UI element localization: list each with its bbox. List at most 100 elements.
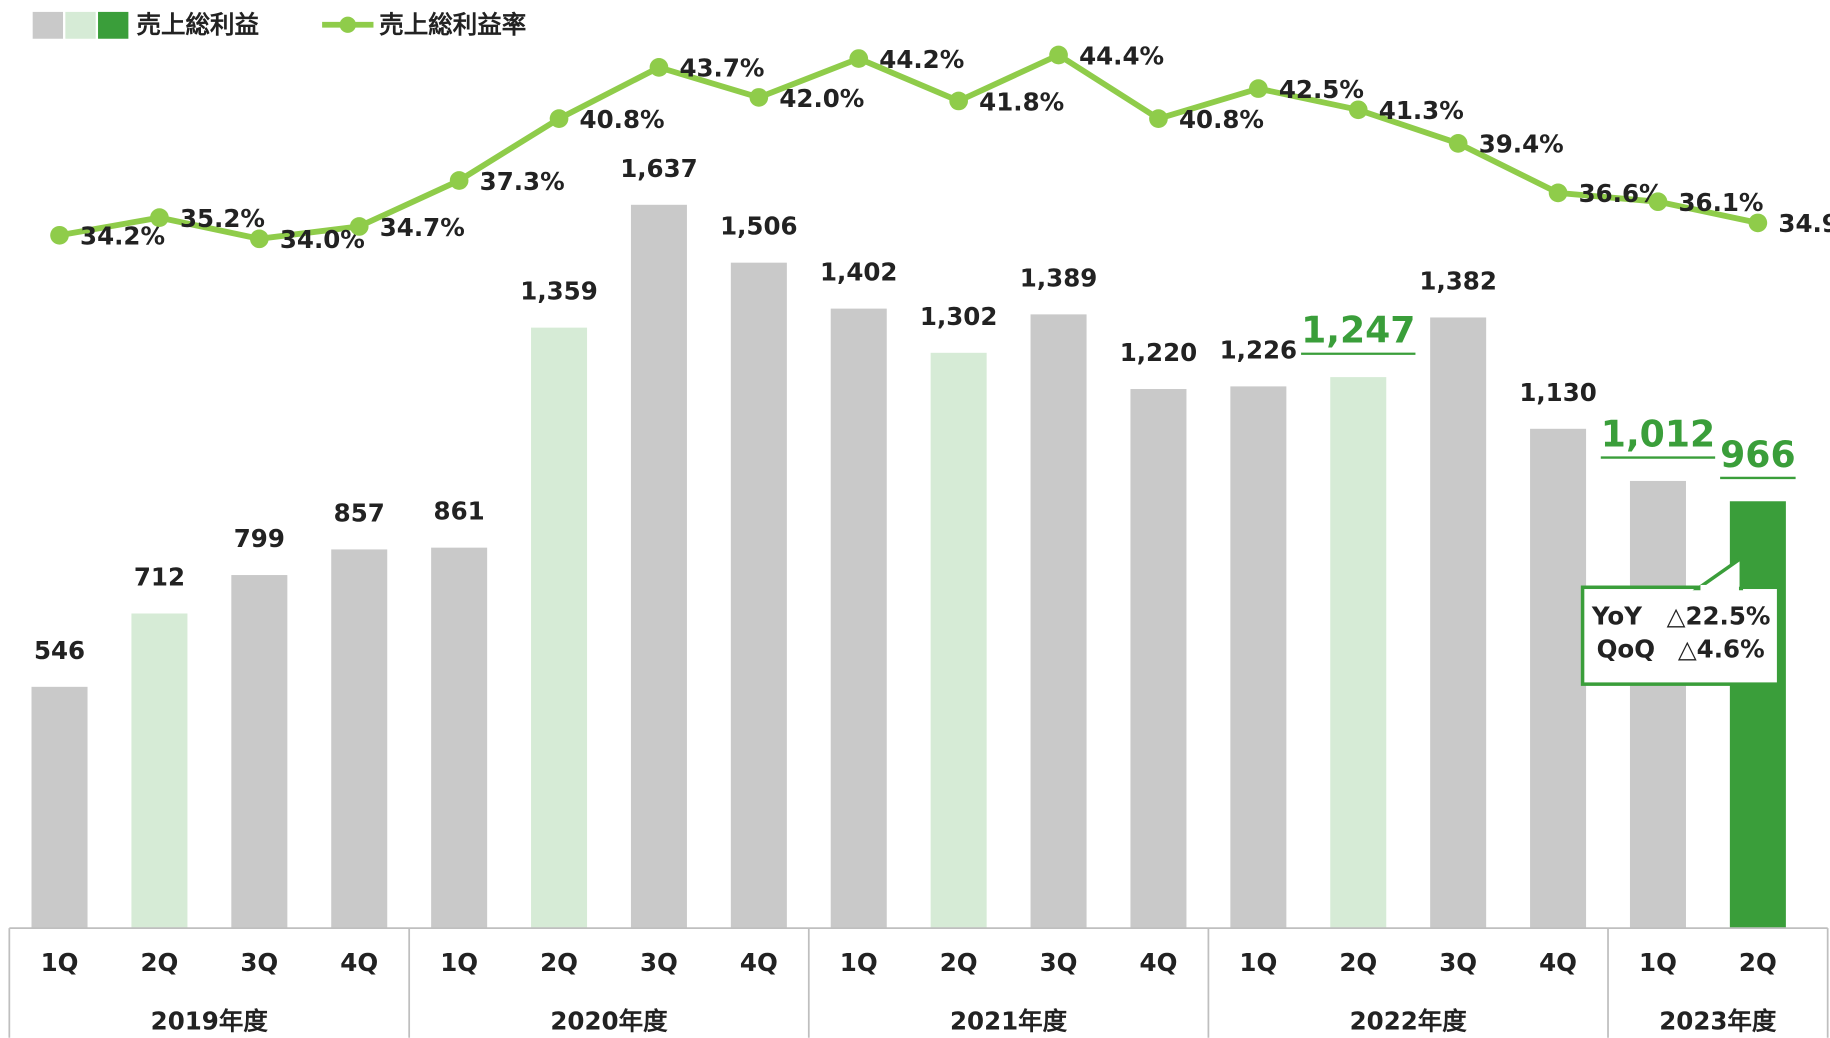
bar-value-label: 546 (34, 636, 85, 665)
x-tick-label: 2Q (940, 948, 978, 977)
x-tick-label: 1Q (41, 948, 79, 977)
line-point (649, 58, 669, 77)
callout-box (1580, 585, 1781, 686)
bar (231, 575, 288, 929)
bar-value-label: 712 (134, 562, 185, 591)
line-value-label: 35.2% (180, 204, 265, 233)
x-tick-label: 2Q (540, 948, 578, 977)
legend-swatch (98, 11, 129, 39)
line-point (1448, 134, 1468, 153)
legend-marker (339, 16, 356, 33)
line-value-label: 40.8% (1179, 105, 1264, 134)
line-value-label: 44.2% (879, 45, 964, 74)
callout-label: QoQ (1597, 634, 1656, 663)
line-point (549, 109, 569, 128)
callout-label: YoY (1591, 602, 1642, 631)
bar (1330, 377, 1387, 929)
line-value-label: 36.1% (1678, 188, 1763, 217)
bar (131, 613, 188, 929)
x-tick-label: 4Q (740, 948, 778, 977)
line-value-label: 41.3% (1379, 96, 1464, 125)
x-tick-label: 2Q (140, 948, 178, 977)
bar-value-label: 1,012 (1601, 413, 1715, 456)
line-point (749, 88, 769, 107)
bar-value-label: 1,359 (520, 277, 598, 306)
bar-value-label: 1,130 (1519, 378, 1597, 407)
x-tick-label: 1Q (1639, 948, 1677, 977)
x-tick-label: 2Q (1339, 948, 1377, 977)
line-value-label: 41.8% (979, 87, 1064, 116)
bar (1629, 480, 1686, 929)
bar (1230, 386, 1287, 929)
callout-value: △22.5% (1667, 602, 1771, 631)
bar (630, 204, 687, 929)
bar (1430, 317, 1487, 929)
line-value-label: 43.7% (679, 54, 764, 83)
line-point (449, 171, 469, 190)
line-value-label: 34.2% (80, 222, 165, 251)
line-value-label: 40.8% (580, 105, 665, 134)
line-point (1348, 100, 1368, 120)
bar-value-label: 1,247 (1301, 309, 1415, 352)
bar-value-label: 1,226 (1220, 335, 1298, 364)
bar-value-label: 1,402 (820, 258, 897, 287)
line-value-label: 42.0% (779, 84, 864, 113)
line-point (1748, 213, 1768, 233)
x-tick-label: 4Q (1539, 948, 1577, 977)
bar (531, 327, 588, 929)
legend-swatch (65, 11, 96, 39)
callout-join (1700, 584, 1739, 592)
bar (31, 686, 88, 929)
bar-value-label: 1,220 (1120, 338, 1198, 367)
bar (1130, 389, 1187, 929)
line-value-label: 39.4% (1479, 130, 1564, 159)
group-label: 2023年度 (1659, 1007, 1777, 1036)
line-point (150, 208, 169, 227)
x-tick-label: 4Q (1140, 948, 1178, 977)
line-point (849, 49, 869, 68)
group-label: 2020年度 (550, 1007, 668, 1036)
bar-value-label: 966 (1720, 433, 1795, 476)
bar (431, 547, 488, 929)
line-value-label: 34.9% (1778, 209, 1830, 238)
bar (930, 352, 987, 929)
x-tick-label: 3Q (240, 948, 278, 977)
line-value-label: 44.4% (1079, 41, 1164, 70)
line-point (949, 91, 968, 111)
x-tick-label: 2Q (1739, 948, 1777, 977)
x-tick-label: 3Q (640, 948, 678, 977)
line (59, 51, 1759, 242)
x-tick-label: 3Q (1439, 948, 1477, 977)
bar-value-label: 1,382 (1419, 266, 1497, 295)
line-point (1249, 79, 1268, 98)
line-value-label: 37.3% (480, 167, 565, 196)
bar (1530, 428, 1587, 929)
bar (1030, 314, 1087, 929)
line-point (1648, 192, 1668, 212)
legend-label: 売上総利益率 (379, 10, 526, 39)
legend-label: 売上総利益 (137, 10, 260, 39)
bar-value-label: 1,637 (620, 154, 698, 183)
line-value-label: 34.7% (380, 213, 465, 242)
x-tick-label: 4Q (340, 948, 378, 977)
x-tick-label: 1Q (440, 948, 478, 977)
x-tick-label: 1Q (840, 948, 878, 977)
line-point (1149, 109, 1168, 128)
line-value-label: 42.5% (1279, 75, 1364, 104)
bar-value-label: 1,506 (720, 212, 798, 241)
bar-value-label: 857 (334, 498, 385, 527)
group-label: 2019年度 (151, 1007, 269, 1036)
x-tick-label: 3Q (1040, 948, 1078, 977)
line-point (1049, 45, 1068, 65)
bar (730, 262, 787, 929)
group-label: 2022年度 (1350, 1007, 1468, 1036)
bar (830, 308, 887, 929)
line-point (50, 225, 69, 245)
line-point (249, 229, 269, 249)
bar-value-label: 1,389 (1020, 263, 1098, 292)
bar-value-label: 799 (234, 524, 285, 553)
legend-swatch (32, 11, 64, 39)
line-point (349, 217, 369, 236)
bar-value-label: 861 (434, 497, 485, 526)
